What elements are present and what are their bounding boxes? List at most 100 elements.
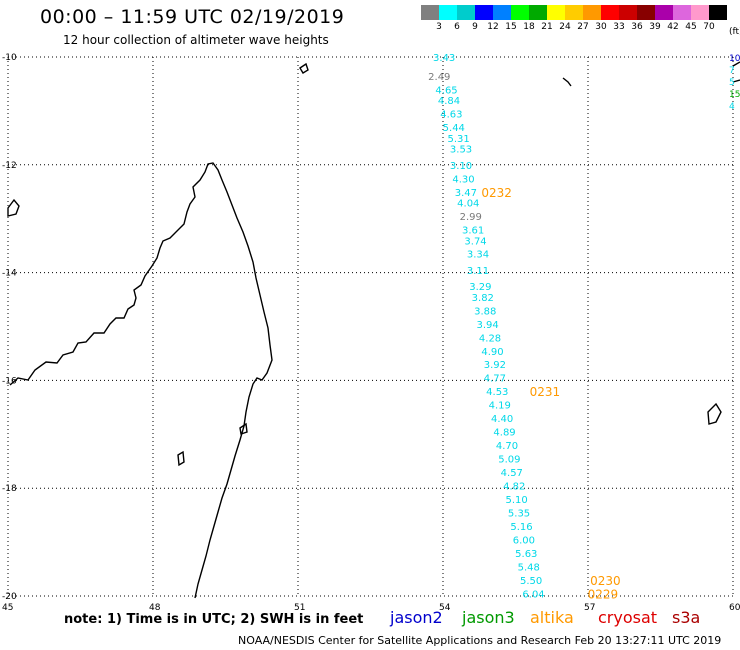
x-tick-label: 51 <box>294 603 305 613</box>
swh-value-label: 6.04 <box>522 589 544 600</box>
swh-value-label: 4.28 <box>479 333 501 344</box>
y-tick-label: -14 <box>2 269 17 279</box>
colorbar-swatch <box>637 5 655 20</box>
colorbar-tick-label: 9 <box>472 22 478 32</box>
axis-tick-labels: 45 48 51 54 57 60-10-12-14-16-18-20 <box>2 53 740 613</box>
swh-value-label: 5.35 <box>508 508 530 519</box>
colorbar-swatch <box>691 5 709 20</box>
pass-time-label: 0229 <box>588 587 619 601</box>
colorbar-tick-label: 30 <box>595 22 607 32</box>
swh-value-label: 4.19 <box>489 401 511 412</box>
colorbar-unit: (ft) <box>729 27 740 37</box>
pass-time-label: 0231 <box>530 385 561 399</box>
island-small-east <box>177 450 185 467</box>
colorbar-tick-label: 45 <box>685 22 697 32</box>
colorbar-tick-label: 12 <box>487 22 499 32</box>
x-tick-label: 57 <box>584 603 595 613</box>
satellite-legend-cryosat: cryosat <box>598 608 658 627</box>
satellite-legend-jason2: jason2 <box>390 608 443 627</box>
colorbar-swatch <box>547 5 565 20</box>
pass-time-label: 0232 <box>481 186 512 200</box>
colorbar-tick-label: 21 <box>541 22 553 32</box>
swh-value-label: 3.29 <box>469 282 491 293</box>
edge-value-label: 5 <box>729 78 735 88</box>
swh-value-label: 5.63 <box>515 549 537 560</box>
swh-value-label: 5.44 <box>443 123 465 134</box>
swh-value-label: 3.53 <box>450 145 472 156</box>
swh-value-label: 3.94 <box>477 320 499 331</box>
madagascar-coast <box>9 162 273 599</box>
satellite-legend-altika: altika <box>530 608 574 627</box>
swh-value-label: 2.49 <box>428 72 450 83</box>
swh-value-label: 4.89 <box>493 428 515 439</box>
island-glorioso <box>299 62 309 74</box>
swh-value-label: 3.74 <box>464 236 486 247</box>
swh-value-label: 3.61 <box>462 225 484 236</box>
colorbar-tick-label: 39 <box>649 22 661 32</box>
y-tick-label: -10 <box>2 53 17 63</box>
swh-value-label: 4.40 <box>491 414 513 425</box>
swh-value-label: 5.50 <box>520 576 542 587</box>
swh-value-label: 5.31 <box>448 134 470 145</box>
swh-value-label: 4.04 <box>457 199 479 210</box>
swh-value-label: 3.43 <box>433 53 455 64</box>
swh-value-label: 3.47 <box>455 188 477 199</box>
wave-height-values: 3.43 2.49 4.654.84 4.63 5.445.313.53 3.10 4.30… <box>428 53 545 600</box>
colorbar-swatch <box>673 5 691 20</box>
edge-values: 10 7 5 15 4 <box>729 54 740 112</box>
colorbar-swatch <box>529 5 547 20</box>
chart-subtitle: 12 hour collection of altimeter wave hei… <box>63 33 329 47</box>
satellite-legend-s3a: s3a <box>672 608 701 627</box>
swh-value-label: 3.34 <box>467 250 489 261</box>
edge-value-label: 4 <box>729 102 735 112</box>
swh-value-label: 4.82 <box>503 482 525 493</box>
island-agalega <box>562 77 572 87</box>
colorbar-tick-label: 27 <box>577 22 589 32</box>
colorbar-tick-label: 36 <box>631 22 643 32</box>
colorbar-tick-label: 33 <box>613 22 625 32</box>
colorbar-swatch <box>475 5 493 20</box>
colorbar-swatch <box>601 5 619 20</box>
swh-value-label: 3.11 <box>467 266 489 277</box>
coastline <box>7 61 740 599</box>
swh-value-label: 4.57 <box>501 468 523 479</box>
colorbar-tick-label: 70 <box>703 22 715 32</box>
grid <box>7 56 734 597</box>
x-tick-label: 60 <box>729 603 740 613</box>
swh-value-label: 4.84 <box>438 96 460 107</box>
footer-note: note: 1) Time is in UTC; 2) SWH is in fe… <box>64 612 364 627</box>
swh-value-label: 4.90 <box>481 347 503 358</box>
colorbar-swatch <box>565 5 583 20</box>
footer-credits: NOAA/NESDIS Center for Satellite Applica… <box>238 634 722 647</box>
colorbar-swatch <box>493 5 511 20</box>
colorbar-tick-label: 15 <box>505 22 517 32</box>
pass-time-label: 0230 <box>590 574 621 588</box>
swh-value-label: 4.65 <box>435 85 457 96</box>
colorbar-swatch <box>655 5 673 20</box>
colorbar-swatch <box>619 5 637 20</box>
swh-value-label: 3.10 <box>450 161 472 172</box>
swh-value-label: 5.48 <box>518 562 540 573</box>
colorbar-swatch <box>511 5 529 20</box>
x-tick-label: 54 <box>439 603 451 613</box>
island-nosy <box>239 422 248 435</box>
swh-value-label: 3.82 <box>472 293 494 304</box>
colorbar-swatch <box>421 5 439 20</box>
y-tick-label: -18 <box>2 484 17 494</box>
island-east-tip <box>732 61 740 83</box>
swh-value-label: 3.92 <box>484 360 506 371</box>
colorbar-tick-label: 18 <box>523 22 535 32</box>
swh-value-label: 5.10 <box>506 495 528 506</box>
chart-title: 00:00 – 11:59 UTC 02/19/2019 <box>40 6 345 28</box>
colorbar-swatch <box>439 5 457 20</box>
colorbar-tick-label: 42 <box>667 22 679 32</box>
swh-value-label: 4.63 <box>440 110 462 121</box>
swh-value-label: 4.70 <box>496 441 518 452</box>
swh-value-label: 4.30 <box>452 174 474 185</box>
x-tick-label: 45 <box>2 603 13 613</box>
colorbar-swatch <box>457 5 475 20</box>
island-reunion-area <box>707 402 722 425</box>
swh-value-label: 5.16 <box>510 522 532 533</box>
